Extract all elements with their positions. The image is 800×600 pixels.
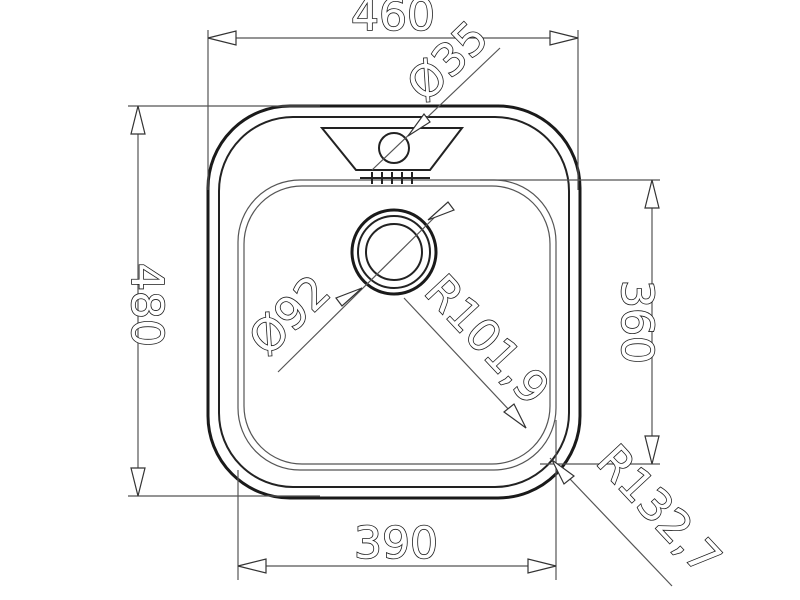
dimension-drain: Ø92 — [239, 201, 455, 373]
drain — [350, 208, 438, 296]
bowl-outline — [237, 179, 557, 471]
dimension-390: 390 — [237, 517, 557, 574]
tap-hole — [378, 132, 410, 164]
dimension-460: 460 — [207, 0, 579, 46]
outer-rim — [206, 104, 582, 500]
dimension-inner-radius: R101,9 — [403, 265, 559, 429]
overflow-slots — [360, 172, 430, 184]
dimension-390-label: 390 — [354, 518, 438, 569]
outer-rim-inner-line — [218, 116, 570, 488]
tap-ledge — [319, 127, 465, 184]
dimension-460-label: 460 — [351, 0, 435, 41]
drain-label: Ø92 — [240, 266, 341, 366]
dimension-360-label: 360 — [611, 280, 662, 364]
dimension-480: 480 — [120, 105, 173, 497]
dimension-480-label: 480 — [121, 263, 172, 347]
sink-outline — [206, 104, 582, 500]
outer-radius-label: R132,7 — [587, 435, 731, 584]
dimension-360: 360 — [610, 179, 663, 465]
inner-radius-label: R101,9 — [415, 265, 559, 414]
bowl-inner-line — [243, 185, 551, 465]
extension-lines — [128, 30, 660, 580]
dimension-outer-radius: R132,7 — [549, 435, 731, 587]
